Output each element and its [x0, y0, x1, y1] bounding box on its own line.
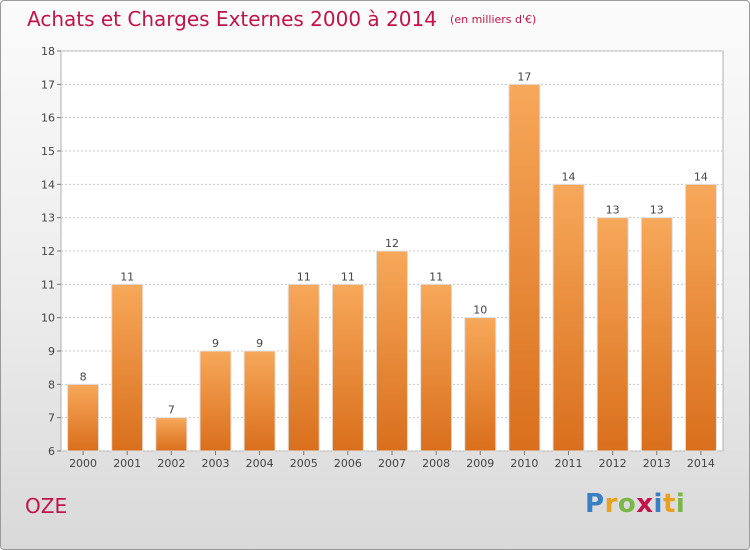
logo-letter: i: [675, 489, 686, 519]
bar-value-label: 11: [341, 270, 355, 283]
bar: [67, 383, 100, 452]
x-tick-label: 2007: [378, 457, 406, 470]
chart-title-text: Achats et Charges Externes 2000 à 2014: [27, 7, 437, 31]
y-tick-label: 18: [41, 45, 55, 58]
logo-letter: P: [585, 489, 605, 519]
y-tick-label: 13: [41, 212, 55, 225]
bar: [464, 317, 497, 452]
x-tick-label: 2005: [290, 457, 318, 470]
y-tick-label: 16: [41, 112, 55, 125]
y-tick-label: 6: [48, 445, 55, 458]
x-tick-label: 2002: [157, 457, 185, 470]
x-tick-label: 2013: [643, 457, 671, 470]
bar-value-label: 14: [694, 170, 708, 183]
x-tick-label: 2010: [510, 457, 538, 470]
bar: [287, 283, 320, 452]
bar: [243, 350, 276, 452]
y-tick-label: 11: [41, 278, 55, 291]
logo-letter: o: [617, 489, 637, 519]
bar-value-label: 9: [256, 337, 263, 350]
x-tick-label: 2014: [687, 457, 715, 470]
y-tick-label: 9: [48, 345, 55, 358]
bar: [552, 183, 585, 452]
y-tick-label: 17: [41, 78, 55, 91]
bar-value-label: 11: [429, 270, 443, 283]
bar: [331, 283, 364, 452]
x-tick-label: 2004: [246, 457, 274, 470]
bar: [376, 250, 408, 452]
bar-value-label: 13: [606, 204, 620, 217]
y-tick-label: 10: [41, 312, 55, 325]
x-tick-label: 2008: [422, 457, 450, 470]
x-tick-label: 2006: [334, 457, 362, 470]
y-tick-label: 7: [48, 412, 55, 425]
logo-letter: r: [604, 489, 618, 519]
bar: [684, 183, 717, 452]
logo-letter: x: [636, 489, 654, 519]
x-tick-label: 2003: [201, 457, 229, 470]
logo-letter: i: [653, 489, 663, 519]
bar-value-label: 8: [80, 370, 87, 383]
bar: [508, 83, 541, 452]
bar: [420, 283, 453, 452]
bar-value-label: 11: [120, 270, 134, 283]
bar-value-label: 7: [168, 404, 175, 417]
chart-unit-note: (en milliers d'€): [450, 13, 537, 26]
x-tick-label: 2000: [69, 457, 97, 470]
bar-value-label: 9: [212, 337, 219, 350]
bar-value-label: 12: [385, 237, 399, 250]
x-tick-label: 2001: [113, 457, 141, 470]
bar: [640, 217, 673, 452]
y-tick-label: 8: [48, 378, 55, 391]
y-tick-label: 15: [41, 145, 55, 158]
bar: [155, 417, 188, 452]
y-tick-label: 12: [41, 245, 55, 258]
x-tick-label: 2011: [555, 457, 583, 470]
proxiti-logo: Proxiti: [585, 489, 685, 519]
y-tick-label: 14: [41, 178, 55, 191]
commune-name: OZE: [25, 494, 68, 518]
bar-value-label: 11: [297, 270, 311, 283]
bar-value-label: 13: [650, 204, 664, 217]
bar-value-label: 10: [473, 304, 487, 317]
bar: [199, 350, 232, 452]
x-tick-label: 2012: [599, 457, 627, 470]
x-tick-label: 2009: [466, 457, 494, 470]
chart-title: Achats et Charges Externes 2000 à 2014 (…: [27, 7, 536, 31]
bar-value-label: 17: [517, 70, 531, 83]
bar-value-label: 14: [562, 170, 576, 183]
logo-letter: t: [662, 489, 676, 519]
bar: [111, 283, 144, 452]
bar: [596, 217, 629, 452]
